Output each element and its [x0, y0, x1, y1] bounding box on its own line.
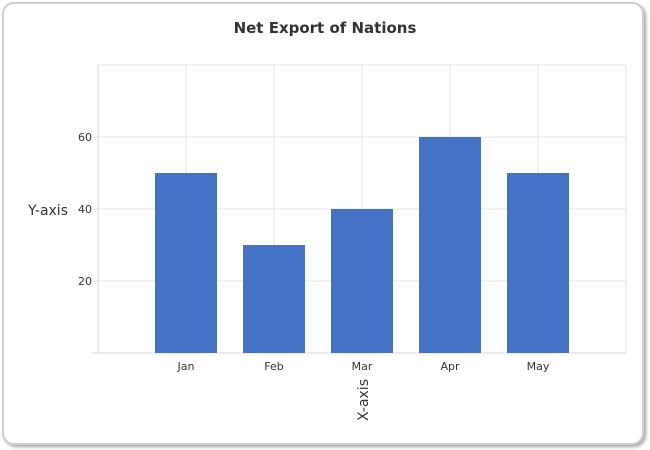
y-axis-title: Y-axis	[27, 203, 68, 219]
y-tick-labels: 20 40 60	[78, 131, 92, 288]
x-tick-label: Feb	[264, 360, 283, 373]
y-tick-label: 40	[78, 203, 92, 216]
bar-mar	[331, 209, 393, 353]
bar-may	[507, 173, 569, 353]
x-tick-label: Apr	[440, 360, 460, 373]
y-tick-label: 20	[78, 275, 92, 288]
bar-jan	[155, 173, 217, 353]
y-tick-label: 60	[78, 131, 92, 144]
bars	[155, 137, 569, 353]
bar-apr	[419, 137, 481, 353]
bar-feb	[243, 245, 305, 353]
x-tick-labels: Jan Feb Mar Apr May	[177, 360, 550, 373]
x-axis-title: X-axis	[356, 379, 372, 421]
x-tick-label: May	[527, 360, 550, 373]
x-tick-label: Mar	[352, 360, 373, 373]
chart-title: Net Export of Nations	[234, 19, 417, 37]
x-tick-label: Jan	[177, 360, 195, 373]
